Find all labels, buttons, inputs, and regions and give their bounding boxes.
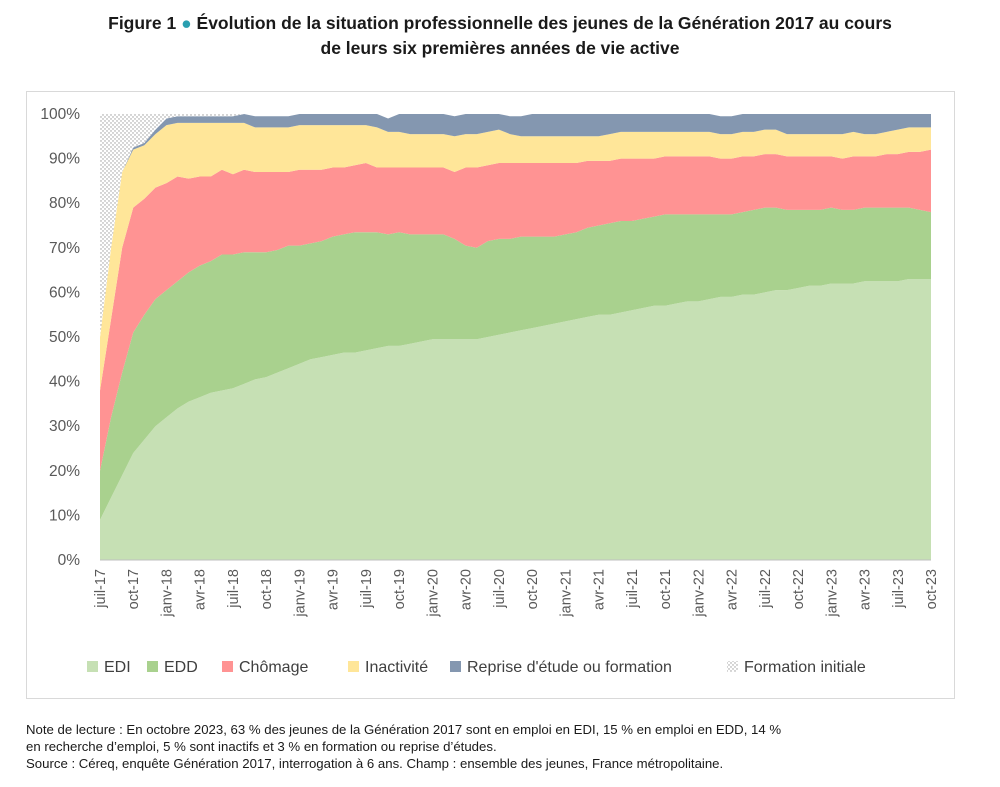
notes: Note de lecture : En octobre 2023, 63 % … xyxy=(26,721,976,772)
legend-swatch-reprise-d-etude-ou-formation xyxy=(450,661,461,672)
legend-swatch-formation-initiale xyxy=(727,661,738,672)
legend-label-reprise-d-etude-ou-formation: Reprise d'étude ou formation xyxy=(467,659,672,676)
y-tick-label: 20% xyxy=(49,463,80,480)
reading-note-line2: en recherche d’emploi, 5 % sont inactifs… xyxy=(26,739,497,754)
chart-areas xyxy=(100,114,931,560)
x-tick-label: juil-21 xyxy=(625,569,641,609)
x-tick-label: juil-18 xyxy=(226,569,242,609)
area-edi xyxy=(100,279,931,560)
x-tick-label: oct-20 xyxy=(525,569,541,609)
legend-label-edd: EDD xyxy=(164,659,198,676)
x-tick-label: oct-23 xyxy=(924,569,940,609)
x-tick-label: avr-22 xyxy=(725,569,741,610)
legend: EDI EDD Chômage Inactivité Reprise d'étude o… xyxy=(87,659,866,676)
x-tick-label: oct-18 xyxy=(259,569,275,609)
figure-label: Figure 1 xyxy=(108,13,177,33)
y-tick-label: 50% xyxy=(49,329,80,346)
legend-swatch-edd xyxy=(147,661,158,672)
x-tick-label: oct-22 xyxy=(791,569,807,609)
x-tick-label: juil-17 xyxy=(93,569,109,609)
x-tick-label: janv-23 xyxy=(824,569,840,618)
legend-swatch-edi xyxy=(87,661,98,672)
y-tick-label: 100% xyxy=(40,106,80,123)
x-tick-label: juil-22 xyxy=(758,569,774,609)
y-tick-label: 60% xyxy=(49,284,80,301)
x-tick-label: avr-20 xyxy=(459,569,475,610)
legend-label-chomage: Chômage xyxy=(239,659,308,676)
legend-swatch-chomage xyxy=(222,661,233,672)
x-tick-label: oct-19 xyxy=(392,569,408,609)
x-tick-label: juil-23 xyxy=(891,569,907,609)
x-tick-label: juil-20 xyxy=(492,569,508,609)
x-tick-label: oct-21 xyxy=(658,569,674,609)
y-tick-label: 40% xyxy=(49,374,80,391)
y-axis: 0% 10% 20% 30% 40% 50% 60% 70% 80% 90% 100% xyxy=(40,106,931,569)
x-tick-label: janv-21 xyxy=(558,569,574,618)
y-tick-label: 90% xyxy=(49,151,80,168)
x-tick-label: avr-19 xyxy=(326,569,342,610)
legend-swatch-inactivite xyxy=(348,661,359,672)
legend-label-inactivite: Inactivité xyxy=(365,659,428,676)
reading-note-line1: Note de lecture : En octobre 2023, 63 % … xyxy=(26,722,782,737)
figure-title: Figure 1 ● Évolution de la situation pro… xyxy=(0,11,1000,61)
y-tick-label: 0% xyxy=(58,552,81,569)
x-tick-label: janv-20 xyxy=(425,569,441,618)
x-tick-label: janv-22 xyxy=(691,569,707,618)
source-line: Source : Céreq, enquête Génération 2017,… xyxy=(26,756,724,771)
figure-title-line2: de leurs six premières années de vie act… xyxy=(320,38,680,58)
x-axis: juil-17 oct-17 janv-18 avr-18 juil-18 oct-18 j… xyxy=(93,569,940,618)
x-tick-label: avr-23 xyxy=(858,569,874,610)
figure-title-line1: Évolution de la situation professionnell… xyxy=(196,13,892,33)
y-tick-label: 10% xyxy=(49,507,80,524)
area-chomage xyxy=(100,149,931,471)
x-tick-label: avr-18 xyxy=(193,569,209,610)
x-tick-label: juil-19 xyxy=(359,569,375,609)
x-tick-label: janv-19 xyxy=(292,569,308,618)
y-tick-label: 70% xyxy=(49,240,80,257)
x-tick-label: oct-17 xyxy=(126,569,142,609)
x-tick-label: avr-21 xyxy=(592,569,608,610)
area-inactivite xyxy=(100,122,931,391)
x-tick-label: janv-18 xyxy=(159,569,175,618)
legend-label-edi: EDI xyxy=(104,659,131,676)
legend-label-formation-initiale: Formation initiale xyxy=(744,659,866,676)
bullet-icon: ● xyxy=(181,13,192,33)
y-tick-label: 30% xyxy=(49,418,80,435)
y-tick-label: 80% xyxy=(49,195,80,212)
area-edd xyxy=(100,207,931,520)
